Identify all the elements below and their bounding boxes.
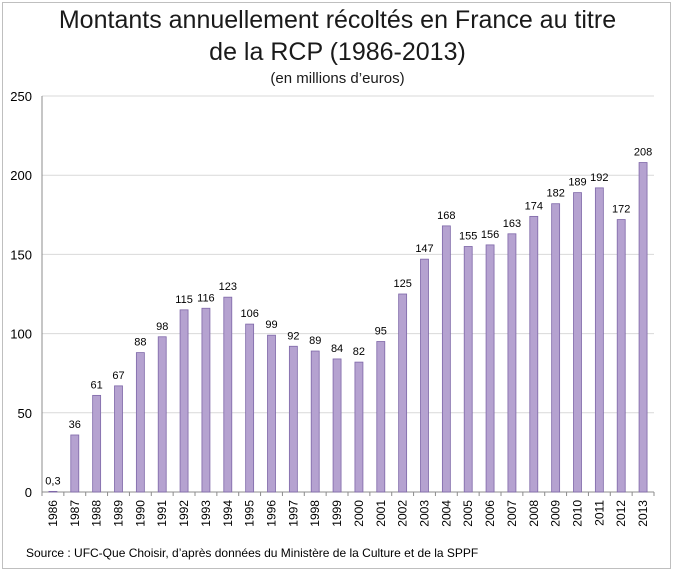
data-label-2009: 182 [546, 188, 564, 200]
x-tick-label-1991: 1991 [155, 500, 169, 527]
bar-2007 [507, 233, 517, 493]
data-label-2005: 155 [459, 230, 477, 242]
x-tick-label-2005: 2005 [461, 500, 475, 527]
bar-1992 [179, 309, 189, 493]
x-tick-label-2003: 2003 [418, 500, 432, 527]
source-note: Source : UFC-Que Choisir, d’après donnée… [26, 546, 479, 560]
bar-2001 [376, 341, 386, 493]
data-label-2004: 168 [437, 210, 455, 222]
bar-1995 [245, 323, 255, 493]
bar-1987 [70, 434, 80, 493]
bar-1986 [48, 490, 58, 493]
x-tick-label-2012: 2012 [614, 500, 628, 527]
data-label-1999: 84 [331, 343, 343, 355]
bar-2004 [441, 225, 451, 493]
x-tick-label-2000: 2000 [352, 500, 366, 527]
bar-1999 [332, 358, 342, 493]
data-label-1997: 92 [287, 330, 299, 342]
x-tick-label-1990: 1990 [133, 500, 147, 527]
x-tick-label-1996: 1996 [265, 500, 279, 527]
x-tick-label-2011: 2011 [592, 500, 606, 526]
bar-2006 [485, 244, 495, 493]
data-label-1991: 98 [156, 321, 168, 333]
y-tick-label-100: 100 [10, 327, 32, 342]
x-tick-label-2009: 2009 [549, 500, 563, 527]
bar-1998 [310, 350, 320, 493]
bar-2003 [420, 258, 429, 493]
data-label-1989: 67 [112, 370, 124, 382]
x-tick-label-2007: 2007 [505, 500, 519, 527]
data-label-1988: 61 [91, 379, 103, 391]
x-tick-label-2001: 2001 [374, 500, 388, 527]
bar-2002 [398, 293, 408, 493]
data-label-1993: 116 [197, 292, 215, 304]
data-label-1994: 123 [219, 281, 237, 293]
data-label-1990: 88 [134, 337, 146, 349]
data-label-2001: 95 [375, 326, 387, 338]
x-tick-label-1997: 1997 [286, 500, 300, 527]
x-tick-label-1986: 1986 [46, 500, 60, 527]
x-tick-label-2006: 2006 [483, 500, 497, 527]
data-label-1986: 0,3 [45, 476, 60, 488]
chart-title-line-2: de la RCP (1986-2013) [209, 38, 466, 66]
x-tick-label-1987: 1987 [68, 500, 82, 527]
bar-2000 [354, 361, 364, 493]
bar-1991 [157, 336, 167, 493]
y-tick-label-150: 150 [10, 247, 32, 262]
x-tick-label-1995: 1995 [243, 500, 257, 527]
x-tick-label-2002: 2002 [396, 500, 410, 527]
x-tick-label-1988: 1988 [90, 500, 104, 527]
data-label-1992: 115 [175, 294, 193, 306]
bar-1989 [114, 385, 123, 493]
data-label-2003: 147 [415, 243, 433, 255]
x-tick-label-1992: 1992 [177, 500, 191, 527]
bar-2010 [573, 192, 582, 493]
y-tick-label-50: 50 [18, 406, 32, 421]
bar-2011 [594, 187, 604, 493]
data-label-1998: 89 [309, 335, 321, 347]
bar-1993 [201, 307, 211, 493]
data-label-1995: 106 [240, 308, 258, 320]
x-tick-label-2013: 2013 [636, 500, 650, 527]
bar-2012 [616, 219, 626, 493]
data-label-1987: 36 [69, 419, 81, 431]
data-label-1996: 99 [265, 319, 277, 331]
bar-2005 [463, 246, 473, 493]
bar-1996 [267, 334, 276, 493]
x-tick-label-1999: 1999 [330, 500, 344, 527]
data-label-2008: 174 [525, 200, 543, 212]
x-tick-label-2004: 2004 [439, 500, 453, 527]
data-label-2012: 172 [612, 204, 630, 216]
bar-2009 [551, 203, 561, 493]
bar-2013 [638, 162, 648, 493]
x-tick-label-2010: 2010 [571, 500, 585, 527]
x-tick-label-1998: 1998 [308, 500, 322, 527]
data-label-2002: 125 [393, 278, 411, 290]
data-label-2011: 192 [590, 172, 608, 184]
data-label-2006: 156 [481, 229, 499, 241]
bar-1994 [223, 296, 233, 493]
x-tick-label-1993: 1993 [199, 500, 213, 527]
y-tick-label-200: 200 [10, 168, 32, 183]
y-tick-label-0: 0 [25, 485, 32, 500]
x-tick-label-1989: 1989 [112, 500, 126, 527]
bar-2008 [529, 215, 539, 493]
data-label-2007: 163 [503, 218, 521, 230]
bar-1988 [92, 394, 102, 493]
x-tick-label-1994: 1994 [221, 500, 235, 527]
bar-1997 [288, 345, 298, 493]
chart-subtitle: (en millions d’euros) [270, 70, 405, 87]
bar-1990 [135, 352, 145, 493]
data-label-2000: 82 [353, 346, 365, 358]
chart-title-line-1: Montants annuellement récoltés en France… [58, 6, 617, 34]
y-tick-label-250: 250 [10, 89, 32, 104]
x-tick-label-2008: 2008 [527, 500, 541, 527]
data-label-2013: 208 [634, 147, 652, 159]
data-label-2010: 189 [568, 177, 586, 189]
